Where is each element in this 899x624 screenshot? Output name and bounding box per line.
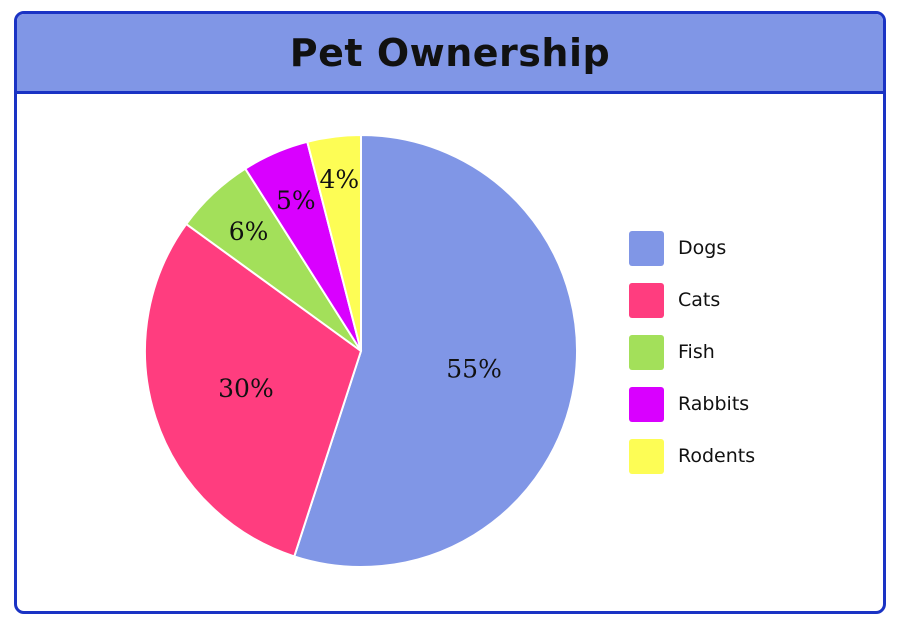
pie-slice-cats (144, 222, 363, 558)
legend-label-fish: Fish (678, 341, 715, 363)
legend-item-rodents: Rodents (629, 438, 755, 474)
pie-label-rodents: 4% (320, 165, 360, 194)
chart-title: Pet Ownership (289, 30, 611, 75)
chart-header: Pet Ownership (17, 14, 883, 94)
legend-item-rabbits: Rabbits (629, 386, 755, 422)
pie-slice-dogs (292, 133, 578, 568)
legend-swatch-rodents (629, 438, 664, 474)
pie-label-fish: 6% (229, 217, 269, 246)
legend-item-cats: Cats (629, 282, 755, 318)
chart-legend: Dogs Cats Fish Rabbits Rodents (629, 230, 755, 490)
pie-label-cats: 30% (218, 374, 274, 403)
pie-chart: 55% 30% 6%5%4% (144, 133, 578, 568)
legend-swatch-fish (629, 334, 664, 370)
legend-swatch-cats (629, 282, 664, 318)
pie-label-dogs: 55% (446, 354, 502, 383)
pie-label-rabbits: 5% (276, 186, 316, 215)
legend-item-dogs: Dogs (629, 230, 755, 266)
chart-card: Pet Ownership 55% 30% 6% 5% 4% Dogs Cats Fish R… (14, 11, 886, 614)
legend-label-cats: Cats (678, 289, 721, 311)
legend-label-rabbits: Rabbits (678, 393, 750, 415)
legend-label-rodents: Rodents (678, 445, 756, 467)
legend-swatch-rabbits (629, 386, 664, 422)
legend-item-fish: Fish (629, 334, 755, 370)
pie-slice-rodents (306, 133, 362, 352)
legend-label-dogs: Dogs (678, 237, 727, 259)
legend-swatch-dogs (629, 230, 664, 266)
